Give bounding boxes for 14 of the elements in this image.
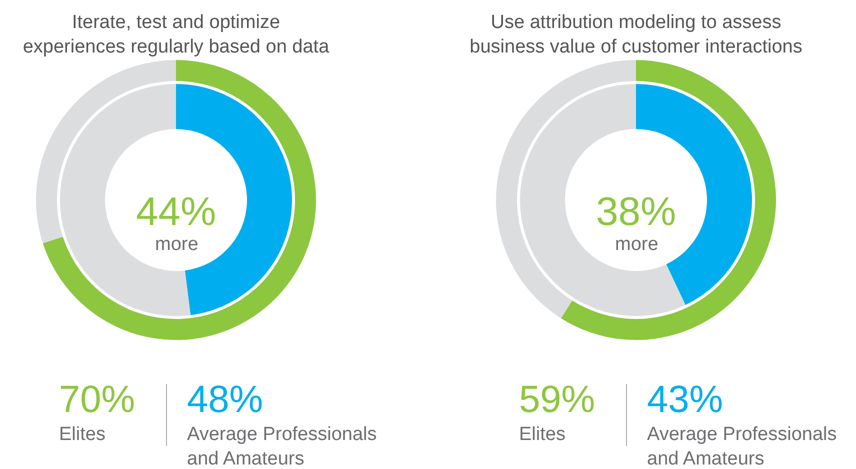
text: more: [155, 234, 198, 255]
chart-title: Iterate, test and optimize experiences regularly based on data: [22, 12, 330, 58]
text: 44%: [136, 190, 216, 234]
slice-label: Average Professionals and Amateurs: [187, 424, 377, 469]
chart-title: Use attribution modeling to assess business value of customer interactions: [470, 12, 802, 58]
data-label: 48%: [187, 379, 264, 421]
data-label: 70%: [59, 379, 136, 421]
slice-label: Average Professionals and Amateurs: [647, 424, 837, 469]
text: more: [615, 234, 658, 255]
text: 38%: [596, 190, 676, 234]
data-label: 59%: [519, 379, 596, 421]
slice-label: Elites: [519, 424, 566, 445]
data-label: 43%: [647, 379, 724, 421]
slice-label: Elites: [59, 424, 106, 445]
